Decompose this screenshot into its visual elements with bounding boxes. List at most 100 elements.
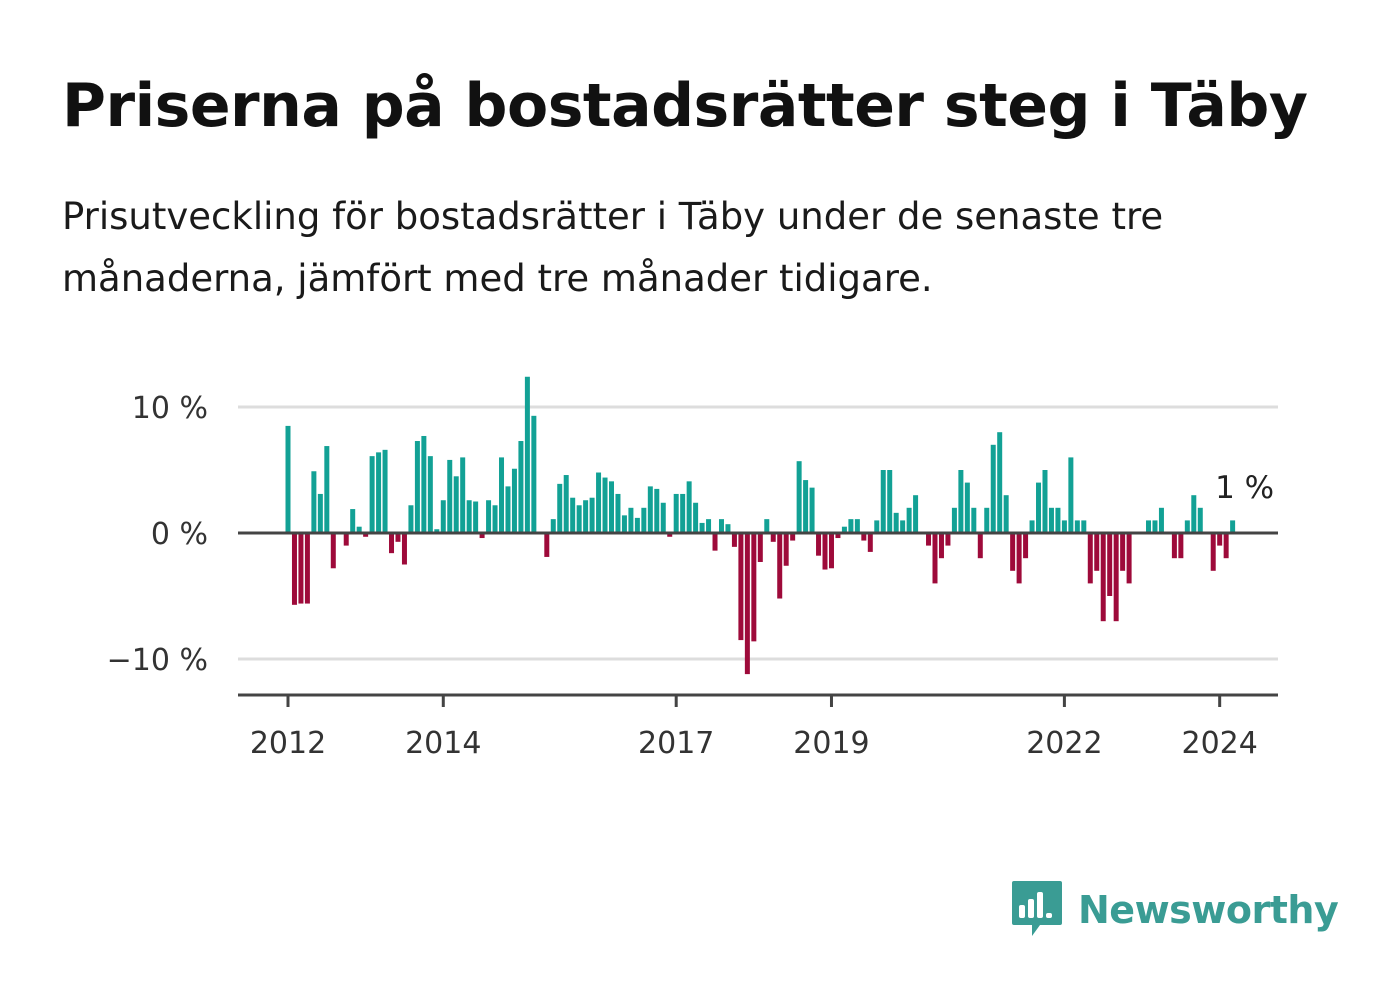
bar [1029, 520, 1035, 533]
bar [421, 435, 427, 533]
axes [238, 531, 1278, 707]
bar [880, 470, 886, 533]
bar [291, 533, 297, 605]
bar [997, 432, 1003, 533]
y-tick-label: 10 % [132, 391, 208, 426]
bar [324, 446, 330, 533]
bar [757, 533, 763, 562]
bar [473, 501, 479, 533]
chart-subtitle: Prisutveckling för bostadsrätter i Täby … [62, 195, 1164, 300]
bar [932, 533, 938, 584]
bar [744, 533, 750, 675]
bar [945, 533, 951, 546]
bar [693, 502, 699, 533]
bar [977, 533, 983, 559]
bar [712, 533, 718, 551]
bar [447, 459, 453, 533]
bar [1158, 507, 1164, 533]
bar [1191, 495, 1197, 533]
bar [783, 533, 789, 566]
bar [628, 507, 634, 533]
bar [654, 488, 660, 533]
bar [906, 507, 912, 533]
bar [531, 415, 537, 533]
bar [1036, 482, 1042, 533]
bar [796, 461, 802, 533]
bar [544, 533, 550, 557]
bar [1197, 507, 1203, 533]
y-tick-label: −10 % [107, 643, 208, 678]
bar [518, 441, 524, 533]
bar [835, 533, 841, 539]
bar [550, 519, 556, 533]
bar [790, 533, 796, 541]
bar [1094, 533, 1100, 571]
bar [615, 493, 621, 533]
brand-name: Newsworthy [1078, 888, 1339, 932]
tick-labels: 10 % 0 % −10 % 2012 2014 2017 2019 2022 2024 1 % [107, 391, 1275, 761]
grid-lines [238, 405, 1278, 661]
bar [356, 526, 362, 533]
bar [803, 480, 809, 533]
newsworthy-logo-icon [1012, 881, 1062, 936]
bar [330, 533, 336, 569]
bar [913, 495, 919, 533]
bar [822, 533, 828, 570]
bar [971, 507, 977, 533]
bar [686, 481, 692, 533]
bar [926, 533, 932, 546]
bar [434, 529, 440, 533]
x-tick-label: 2012 [250, 726, 326, 761]
bar [369, 456, 375, 533]
bar [699, 522, 705, 533]
bar [1081, 520, 1087, 533]
bars [285, 376, 1236, 675]
bar [589, 497, 595, 533]
bar [1048, 507, 1054, 533]
bar [751, 533, 757, 642]
bar [809, 487, 815, 533]
bar [1210, 533, 1216, 571]
bar [609, 481, 614, 533]
bar [731, 533, 737, 547]
bar [725, 524, 731, 533]
bar [951, 507, 957, 533]
bar [1016, 533, 1022, 584]
bar [634, 517, 640, 533]
newsworthy-logo: Newsworthy [1010, 878, 1339, 942]
bar [1152, 520, 1158, 533]
bar [900, 520, 906, 533]
bar [499, 457, 505, 533]
bar [1061, 520, 1067, 533]
bar [440, 500, 446, 533]
x-tick-label: 2022 [1026, 726, 1102, 761]
bar [570, 497, 576, 533]
bar [1055, 507, 1061, 533]
x-tick-label: 2019 [793, 726, 869, 761]
bar [621, 515, 627, 533]
bar [511, 468, 517, 533]
bar [680, 493, 686, 533]
bar [285, 425, 291, 533]
bar [641, 507, 647, 533]
bar [1223, 533, 1229, 559]
bar [401, 533, 407, 565]
bar [389, 533, 395, 554]
bar [1023, 533, 1029, 559]
bar [576, 505, 582, 533]
value-annotation: 1 % [1215, 470, 1274, 506]
bar [984, 507, 990, 533]
bar [867, 533, 873, 552]
bar [770, 533, 776, 542]
bar [492, 505, 498, 533]
bar [363, 533, 369, 537]
bar [311, 471, 317, 533]
bar [317, 493, 323, 533]
y-tick-label: 0 % [151, 517, 208, 552]
bar [841, 526, 847, 533]
bar [486, 500, 492, 533]
bar [667, 533, 673, 537]
bar [298, 533, 304, 604]
bar [343, 533, 349, 546]
